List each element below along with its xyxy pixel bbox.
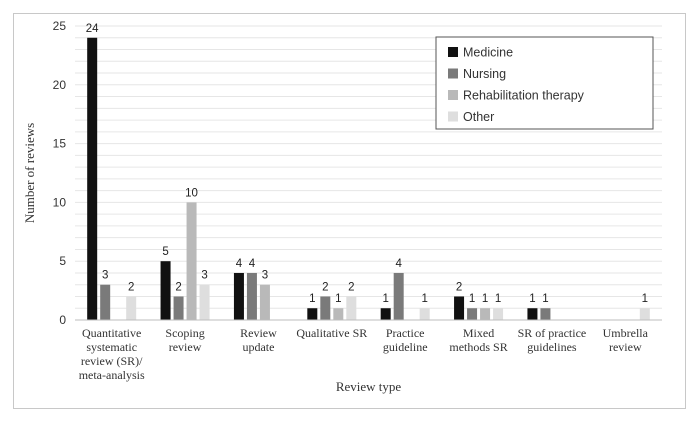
data-label: 2 [128, 281, 134, 293]
bar-nursing [393, 272, 404, 320]
bar-other [419, 308, 430, 320]
data-label: 1 [469, 293, 475, 305]
bar-medicine [160, 261, 171, 320]
data-label: 1 [335, 293, 341, 305]
legend-label: Nursing [463, 67, 506, 81]
legend-swatch [448, 47, 458, 57]
bar-medicine [454, 296, 465, 320]
bar-other [346, 296, 357, 320]
bar-rehabilitation-therapy [333, 308, 344, 320]
x-tick-label: Review update [240, 326, 277, 354]
y-tick-label: 15 [53, 137, 67, 151]
data-label: 2 [348, 281, 354, 293]
data-label: 1 [482, 293, 488, 305]
data-label: 1 [309, 293, 315, 305]
data-label: 1 [421, 293, 427, 305]
data-label: 4 [236, 258, 243, 270]
data-label: 2 [456, 281, 462, 293]
gridlines [75, 25, 662, 309]
bar-medicine [380, 308, 391, 320]
data-label: 1 [642, 293, 648, 305]
data-label: 5 [162, 246, 168, 258]
x-tick-label: Umbrella review [603, 326, 649, 354]
legend-label: Other [463, 110, 494, 124]
bar-nursing [467, 308, 478, 320]
y-axis-title: Number of reviews [22, 123, 37, 223]
bar-other [199, 284, 210, 320]
y-axis-ticks: 0 5 10 15 20 25 [53, 19, 67, 327]
x-tick-label: Quantitative systematic review (SR)/meta-a… [79, 326, 145, 382]
data-label: 1 [382, 293, 388, 305]
data-label: 2 [322, 281, 328, 293]
data-label: 24 [86, 23, 99, 35]
bar-nursing [246, 272, 257, 320]
bar-rehabilitation-therapy [480, 308, 491, 320]
x-axis-title: Review type [336, 379, 402, 394]
data-label: 3 [102, 270, 108, 282]
x-tick-label: Qualitative SR [296, 326, 367, 340]
bar-nursing [540, 308, 551, 320]
bar-medicine [87, 37, 98, 320]
bar-medicine [527, 308, 538, 320]
data-label: 4 [249, 258, 256, 270]
bar-nursing [320, 296, 331, 320]
legend-swatch [448, 90, 458, 100]
legend-label: Rehabilitation therapy [463, 89, 585, 103]
bar-other [126, 296, 137, 320]
data-label: 3 [262, 270, 268, 282]
data-label: 4 [395, 258, 402, 270]
bar-rehabilitation-therapy [259, 284, 270, 320]
bar-nursing [173, 296, 184, 320]
data-label: 1 [529, 293, 535, 305]
data-label: 1 [495, 293, 501, 305]
data-label: 1 [542, 293, 548, 305]
bar-medicine [307, 308, 318, 320]
bar-medicine [233, 272, 244, 320]
legend-label: Medicine [463, 46, 513, 60]
x-tick-label: Mixed methods SR [449, 326, 507, 354]
bar-rehabilitation-therapy [186, 202, 197, 320]
y-tick-label: 0 [59, 313, 66, 327]
x-tick-label: SR of practice guidelines [518, 326, 587, 354]
data-label: 10 [185, 187, 198, 199]
bar-other [493, 308, 504, 320]
y-tick-label: 25 [53, 19, 67, 33]
legend-box [435, 36, 654, 130]
bars [87, 37, 650, 320]
bar-nursing [100, 284, 111, 320]
data-label: 2 [175, 281, 181, 293]
x-tick-label: Practice guideline [383, 326, 428, 354]
x-axis-ticks: Quantitative systematic review (SR)/meta-a… [79, 326, 649, 382]
y-tick-label: 10 [53, 195, 67, 209]
bar-other [639, 308, 650, 320]
y-tick-label: 5 [59, 254, 66, 268]
data-label: 3 [201, 270, 207, 282]
y-tick-label: 20 [53, 78, 67, 92]
x-tick-label: Scoping review [165, 326, 204, 354]
legend-swatch [448, 111, 458, 122]
legend-swatch [448, 68, 458, 79]
legend: Medicine Nursing Rehabilitation therapy Oth… [435, 36, 654, 130]
